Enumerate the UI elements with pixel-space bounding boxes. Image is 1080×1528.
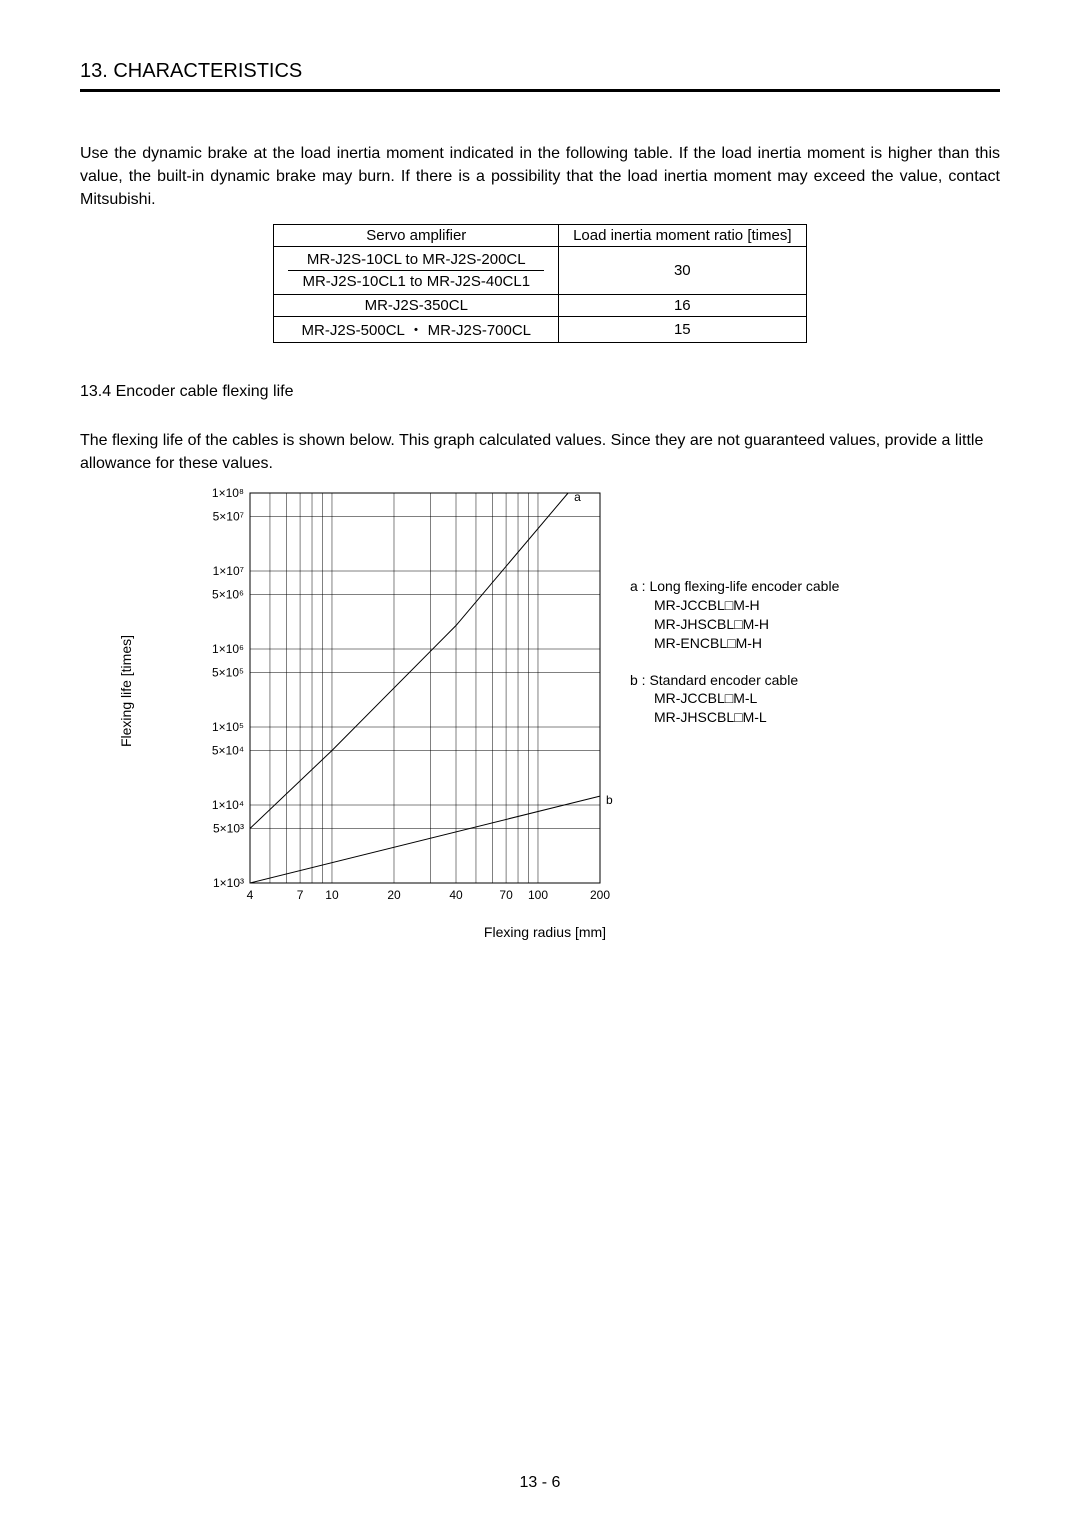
chart-svg: 4 7 10 20 40 70 100 200 1×10³ 5×10³ 1×10⁴ 5×10⁴ 1×10…: [180, 483, 620, 913]
svg-text:1×10⁵: 1×10⁵: [212, 720, 244, 734]
svg-text:1×10³: 1×10³: [213, 876, 244, 890]
svg-text:b: b: [606, 793, 613, 807]
svg-text:1×10⁶: 1×10⁶: [212, 642, 244, 656]
intro-paragraph: Use the dynamic brake at the load inerti…: [80, 142, 1000, 212]
svg-text:a: a: [574, 490, 581, 504]
cell-ratio-2: 15: [559, 316, 806, 342]
cell-servo-0a: MR-J2S-10CL to MR-J2S-200CL: [288, 249, 544, 270]
table-header-row: Servo amplifier Load inertia moment rati…: [274, 224, 806, 246]
col-ratio: Load inertia moment ratio [times]: [559, 224, 806, 246]
table-row: MR-J2S-500CL ・ MR-J2S-700CL 15: [274, 316, 806, 342]
section-title: 13. CHARACTERISTICS: [80, 60, 1000, 83]
title-rule: [80, 89, 1000, 92]
legend-b-item: MR-JCCBL□M-L: [630, 689, 839, 708]
legend-b-title: b : Standard encoder cable: [630, 671, 839, 690]
table-row: MR-J2S-350CL 16: [274, 294, 806, 316]
chart-legend: a : Long flexing-life encoder cable MR-J…: [630, 577, 839, 745]
subsection-title: 13.4 Encoder cable flexing life: [80, 383, 1000, 401]
svg-text:5×10⁶: 5×10⁶: [212, 587, 244, 601]
svg-text:1×10⁴: 1×10⁴: [212, 798, 244, 812]
svg-text:200: 200: [590, 888, 610, 902]
cell-ratio-0: 30: [559, 246, 806, 294]
svg-text:70: 70: [499, 888, 513, 902]
cell-servo-1: MR-J2S-350CL: [274, 294, 559, 316]
legend-a-item: MR-JHSCBL□M-H: [630, 615, 839, 634]
svg-text:4: 4: [247, 888, 254, 902]
table-row: MR-J2S-10CL to MR-J2S-200CL MR-J2S-10CL1…: [274, 246, 806, 294]
x-axis-label: Flexing radius [mm]: [190, 924, 900, 940]
page-number: 13 - 6: [0, 1474, 1080, 1492]
flexing-life-chart: Flexing life [times] 47102040701002001×1…: [180, 483, 900, 940]
svg-text:5×10³: 5×10³: [213, 821, 244, 835]
legend-b-item: MR-JHSCBL□M-L: [630, 708, 839, 727]
cell-servo-0: MR-J2S-10CL to MR-J2S-200CL MR-J2S-10CL1…: [274, 246, 559, 294]
subsection-paragraph: The flexing life of the cables is shown …: [80, 429, 1000, 475]
svg-text:7: 7: [297, 888, 304, 902]
svg-text:40: 40: [449, 888, 463, 902]
svg-text:5×10⁵: 5×10⁵: [212, 665, 244, 679]
svg-text:10: 10: [325, 888, 339, 902]
cell-servo-0b: MR-J2S-10CL1 to MR-J2S-40CL1: [288, 270, 544, 292]
cell-ratio-1: 16: [559, 294, 806, 316]
svg-text:20: 20: [387, 888, 401, 902]
svg-text:1×10⁷: 1×10⁷: [213, 564, 244, 578]
y-axis-label: Flexing life [times]: [118, 635, 134, 747]
col-servo: Servo amplifier: [274, 224, 559, 246]
inertia-table: Servo amplifier Load inertia moment rati…: [273, 224, 806, 343]
svg-text:1×10⁸: 1×10⁸: [212, 486, 244, 500]
svg-text:100: 100: [528, 888, 548, 902]
cell-servo-2: MR-J2S-500CL ・ MR-J2S-700CL: [274, 316, 559, 342]
legend-a-title: a : Long flexing-life encoder cable: [630, 577, 839, 596]
svg-text:5×10⁷: 5×10⁷: [213, 509, 244, 523]
legend-b: b : Standard encoder cable MR-JCCBL□M-L …: [630, 671, 839, 728]
legend-a-item: MR-JCCBL□M-H: [630, 596, 839, 615]
legend-a: a : Long flexing-life encoder cable MR-J…: [630, 577, 839, 653]
legend-a-item: MR-ENCBL□M-H: [630, 634, 839, 653]
svg-text:5×10⁴: 5×10⁴: [212, 743, 244, 757]
